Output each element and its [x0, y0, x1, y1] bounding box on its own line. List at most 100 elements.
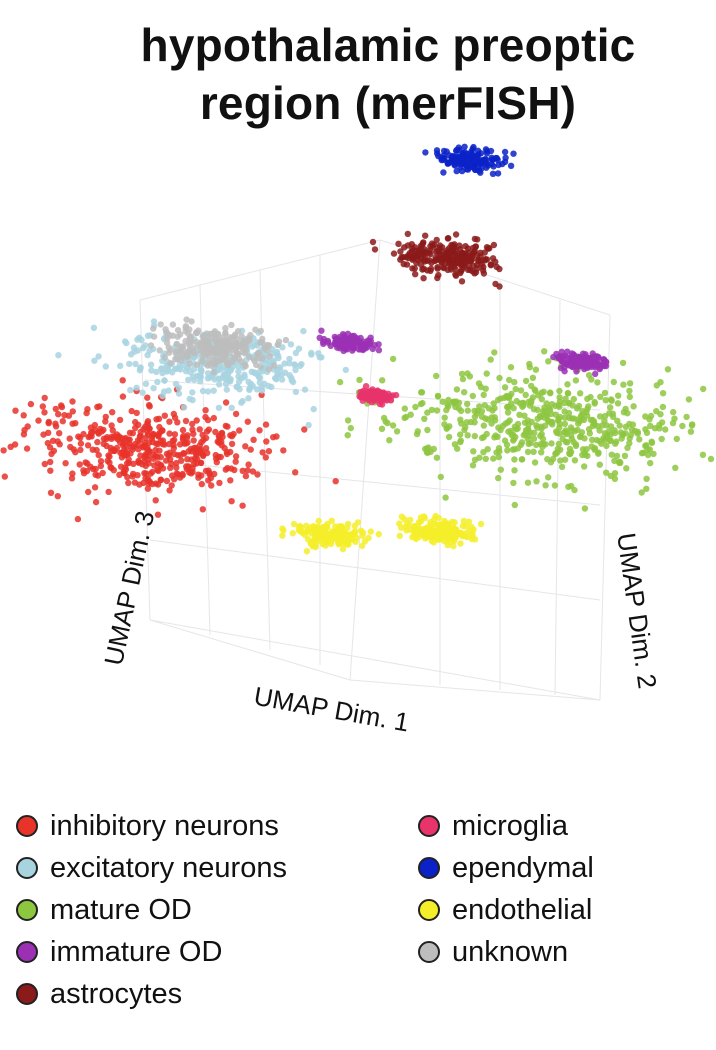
- data-point: [451, 161, 458, 168]
- data-point: [182, 324, 189, 332]
- data-point: [495, 445, 503, 452]
- data-point: [72, 449, 79, 456]
- data-point: [461, 149, 469, 156]
- data-point: [514, 425, 521, 432]
- data-point: [672, 464, 679, 471]
- data-point: [412, 403, 419, 411]
- data-point: [336, 378, 344, 386]
- data-point: [506, 393, 513, 400]
- data-point: [659, 403, 667, 411]
- z-axis-label: UMAP Dim. 3: [98, 508, 160, 668]
- data-point: [211, 336, 219, 344]
- data-point: [135, 446, 142, 453]
- data-point: [242, 443, 249, 450]
- data-point: [292, 469, 299, 476]
- data-point: [537, 413, 544, 421]
- data-point: [626, 420, 633, 428]
- data-point: [301, 426, 308, 433]
- data-point: [139, 389, 146, 396]
- data-point: [41, 409, 48, 416]
- data-point: [570, 415, 578, 422]
- data-point: [197, 366, 204, 373]
- data-point: [662, 426, 669, 433]
- data-point: [205, 426, 213, 433]
- data-point: [471, 235, 479, 243]
- data-point: [603, 469, 610, 476]
- data-point: [105, 488, 112, 496]
- data-point: [279, 532, 286, 539]
- data-point: [144, 351, 151, 359]
- data-point: [308, 349, 315, 357]
- data-point: [315, 517, 322, 525]
- data-point: [561, 408, 568, 415]
- data-point: [238, 333, 245, 340]
- data-point: [500, 394, 508, 401]
- data-point: [344, 524, 351, 532]
- data-point: [315, 537, 322, 544]
- data-point: [561, 414, 569, 421]
- data-point: [176, 441, 184, 448]
- data-point: [609, 410, 616, 417]
- data-point: [538, 449, 545, 456]
- data-point: [205, 467, 212, 474]
- data-point: [630, 403, 637, 410]
- data-point: [545, 474, 552, 481]
- data-point: [49, 437, 57, 444]
- data-point: [177, 452, 184, 459]
- data-point: [511, 378, 518, 386]
- data-point: [449, 260, 456, 267]
- data-point: [587, 416, 595, 424]
- data-point: [623, 465, 630, 472]
- data-point: [557, 364, 565, 372]
- data-point: [339, 342, 346, 350]
- data-point: [67, 443, 74, 451]
- data-point: [422, 535, 429, 542]
- data-point: [155, 467, 162, 475]
- data-point: [525, 421, 532, 428]
- data-point: [262, 454, 269, 461]
- data-point: [97, 458, 105, 465]
- data-point: [603, 422, 610, 429]
- data-point: [397, 248, 404, 255]
- data-point: [433, 454, 441, 461]
- data-point: [195, 474, 202, 481]
- data-point: [188, 318, 195, 325]
- data-point: [452, 271, 459, 278]
- data-point: [494, 396, 502, 404]
- data-point: [636, 436, 643, 443]
- data-point: [217, 357, 224, 365]
- data-point: [166, 418, 173, 425]
- data-point: [441, 421, 448, 428]
- data-point: [158, 365, 166, 373]
- data-point: [426, 257, 433, 264]
- data-point: [608, 396, 615, 403]
- data-point: [670, 408, 677, 416]
- data-point: [254, 355, 261, 362]
- data-point: [236, 386, 243, 393]
- data-point: [510, 479, 517, 487]
- data-point: [228, 341, 235, 349]
- data-point: [82, 459, 89, 466]
- legend-label: mature OD: [50, 893, 192, 926]
- data-point: [0, 447, 7, 454]
- data-point: [287, 341, 295, 348]
- data-point: [199, 353, 206, 360]
- legend-item: microglia: [418, 806, 568, 846]
- data-point: [52, 420, 59, 427]
- data-point: [292, 388, 300, 396]
- data-point: [648, 438, 655, 445]
- data-point: [485, 405, 492, 412]
- data-point: [380, 392, 387, 399]
- data-point: [154, 378, 161, 386]
- data-point: [332, 478, 339, 485]
- data-point: [228, 404, 235, 411]
- data-point: [466, 266, 474, 273]
- data-point: [545, 358, 552, 365]
- data-point: [483, 370, 490, 377]
- data-point: [77, 440, 85, 447]
- legend-label: endothelial: [452, 893, 593, 926]
- data-point: [431, 516, 438, 523]
- legend-label: astrocytes: [50, 977, 183, 1010]
- data-point: [594, 379, 601, 386]
- data-point: [39, 403, 46, 410]
